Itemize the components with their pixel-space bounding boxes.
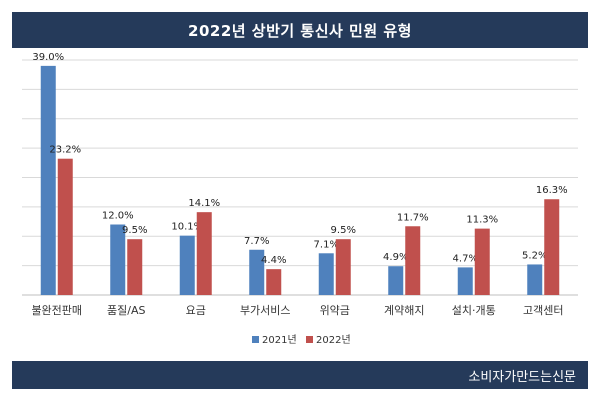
data-label: 14.1%	[188, 198, 220, 209]
legend-swatch	[306, 336, 313, 343]
x-tick-label: 부가서비스	[240, 304, 291, 317]
bar-series2	[405, 226, 421, 295]
chart-title: 2022년 상반기 통신사 민원 유형	[188, 21, 412, 40]
bar-series2	[57, 158, 73, 295]
bar-series2	[196, 212, 212, 295]
data-label: 11.7%	[397, 212, 429, 223]
data-label: 12.0%	[102, 211, 134, 222]
legend-swatch	[252, 336, 259, 343]
data-label: 39.0%	[32, 52, 64, 63]
bar-series2	[266, 269, 282, 295]
x-tick-label: 계약해지	[384, 303, 424, 317]
data-label: 9.5%	[122, 225, 147, 236]
chart-title-bar: 2022년 상반기 통신사 민원 유형	[12, 12, 588, 48]
data-label: 7.1%	[314, 239, 339, 250]
data-label: 4.4%	[261, 255, 286, 266]
x-tick-label: 불완전판매	[31, 304, 82, 317]
bar-series1	[388, 266, 404, 295]
data-label: 23.2%	[49, 145, 81, 156]
data-label: 7.7%	[244, 236, 269, 247]
x-tick-label: 위약금	[320, 303, 350, 317]
data-label: 11.3%	[466, 215, 498, 226]
data-label: 16.3%	[536, 185, 568, 196]
data-label: 4.9%	[383, 252, 408, 263]
data-label: 9.5%	[331, 225, 356, 236]
x-tick-label: 요금	[186, 304, 206, 317]
x-tick-label: 품질/AS	[107, 304, 145, 317]
bar-series1	[457, 267, 473, 295]
bar-series1	[527, 264, 543, 295]
bar-series1	[249, 249, 265, 295]
x-tick-label: 고객센터	[523, 304, 563, 317]
bar-series1	[40, 65, 56, 295]
bar-series2	[474, 228, 490, 295]
data-label: 10.1%	[171, 222, 203, 233]
bar-series2	[544, 199, 560, 295]
bar-series1	[318, 253, 334, 295]
bar-series1	[110, 224, 126, 295]
legend-label: 2022년	[316, 334, 351, 346]
data-label: 5.2%	[522, 250, 547, 261]
legend-label: 2021년	[262, 334, 297, 346]
source-label: 소비자가만드는신문	[468, 369, 576, 385]
x-tick-label: 설치·개통	[452, 304, 496, 317]
source-bar: 소비자가만드는신문	[12, 361, 588, 389]
bar-series2	[127, 239, 143, 295]
data-label: 4.7%	[453, 253, 478, 264]
bar-series2	[335, 239, 351, 295]
bar-series1	[179, 235, 195, 295]
